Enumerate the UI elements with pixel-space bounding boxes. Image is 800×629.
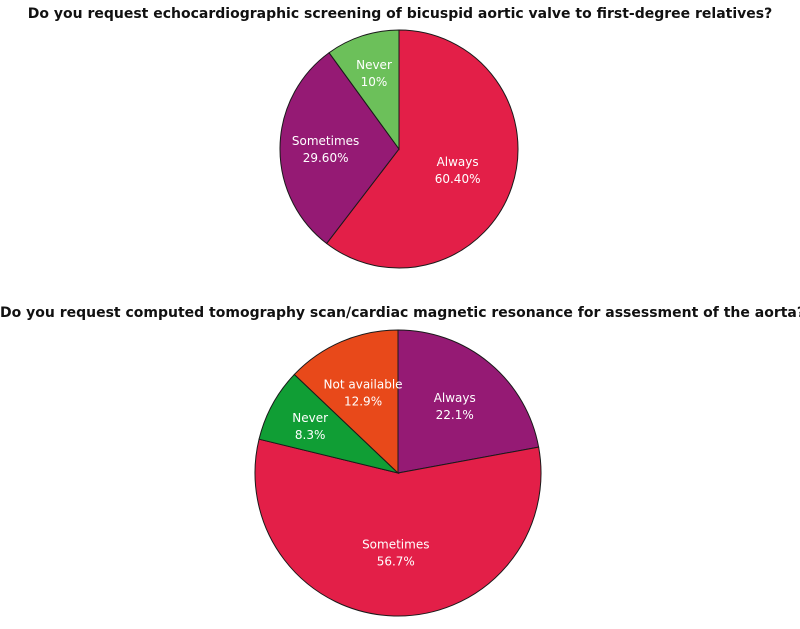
- slice-label: Never: [356, 58, 392, 72]
- slice-value-label: 60.40%: [435, 172, 481, 186]
- pie-slice-not-available: [293, 329, 399, 475]
- slice-value-label: 12.9%: [344, 395, 382, 409]
- slice-value-label: 56.7%: [377, 555, 415, 569]
- slice-value-label: 22.1%: [436, 408, 474, 422]
- chart-1-title: Do you request echocardiographic screeni…: [27, 6, 773, 22]
- slice-value-label: 8.3%: [295, 428, 326, 442]
- chart-2-pie: Always 22.1% Sometimes 56.7% Never 8.3% Not av…: [254, 329, 542, 617]
- pie-slice-sometimes: [254, 438, 542, 617]
- chart-1-pie: Always 60.40% Sometimes 29.60% Never 10%: [279, 29, 519, 269]
- pie-slice-sometimes: [279, 52, 400, 245]
- slice-label: Sometimes: [292, 134, 359, 148]
- slice-label: Not available: [324, 378, 403, 392]
- slice-value-label: 29.60%: [303, 151, 349, 165]
- pie-slice-never: [328, 29, 400, 151]
- chart-2-title: Do you request computed tomography scan/…: [0, 305, 800, 321]
- slice-label: Always: [437, 155, 479, 169]
- slice-value-label: 10%: [361, 75, 388, 89]
- slice-label: Sometimes: [362, 538, 429, 552]
- pie-slice-always: [397, 329, 540, 474]
- slice-label: Never: [292, 411, 328, 425]
- slice-label: Always: [434, 391, 476, 405]
- pie-slice-always: [325, 29, 519, 269]
